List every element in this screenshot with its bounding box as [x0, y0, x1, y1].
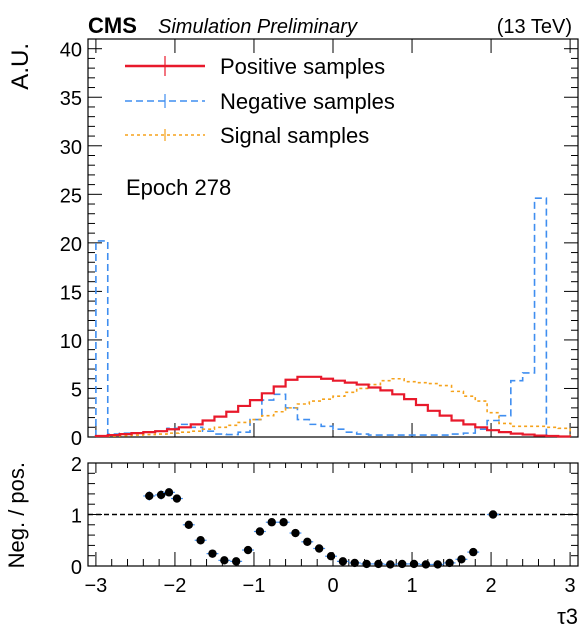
ratio-point	[243, 545, 253, 555]
ratio-point	[314, 544, 324, 553]
status-label: Simulation Preliminary	[158, 16, 358, 38]
upper-y-tick-label: 25	[60, 185, 82, 207]
legend-entry-signal: Signal samples	[125, 123, 369, 148]
ratio-point	[457, 555, 466, 564]
upper-y-tick-label: 0	[71, 428, 82, 450]
upper-y-tick-label: 10	[60, 331, 82, 353]
experiment-label: CMS	[88, 13, 137, 38]
ratio-points	[143, 488, 499, 569]
ratio-point	[397, 559, 407, 569]
ratio-point	[208, 549, 217, 558]
ratio-point	[303, 537, 312, 546]
lower-x-axis: −3 −2 −1 0 1 2 3	[84, 463, 576, 597]
legend-label-negative: Negative samples	[220, 89, 395, 114]
upper-y-tick-label: 40	[60, 40, 82, 62]
ratio-point	[350, 558, 359, 568]
ratio-point	[488, 510, 498, 519]
ratio-point	[220, 556, 229, 565]
histogram-signal-samples	[95, 377, 571, 437]
x-tick-label: −2	[164, 575, 187, 597]
upper-y-tick-label: 15	[60, 282, 82, 304]
legend-entry-positive: Positive samples	[125, 54, 385, 79]
ratio-point	[172, 494, 182, 503]
legend-entry-negative: Negative samples	[125, 89, 395, 114]
upper-histograms	[94, 197, 572, 438]
ratio-point	[267, 518, 276, 527]
x-tick-label: 2	[486, 575, 497, 597]
ratio-point	[196, 536, 205, 545]
ratio-point	[469, 547, 478, 557]
ratio-point	[291, 528, 300, 538]
ratio-point	[433, 560, 442, 569]
ratio-point	[184, 520, 193, 529]
ratio-point	[255, 527, 265, 536]
ratio-point	[409, 559, 419, 569]
upper-y-tick-label: 30	[60, 137, 82, 159]
upper-y-tick-label: 5	[71, 379, 82, 401]
lower-panel: 0 1 2 −3 −2 −1 0 1 2 3 Neg. / pos. τ3	[4, 454, 579, 629]
ratio-point	[279, 518, 288, 527]
x-axis-label: τ3	[557, 604, 578, 629]
ratio-point	[145, 491, 154, 501]
x-tick-label: 1	[406, 575, 417, 597]
ratio-point	[326, 552, 336, 561]
upper-y-tick-label: 20	[60, 234, 82, 256]
legend-label-signal: Signal samples	[220, 123, 369, 148]
epoch-annotation: Epoch 278	[126, 175, 231, 200]
ratio-point	[386, 560, 395, 569]
ratio-point	[421, 560, 431, 569]
lower-y-axis-label: Neg. / pos.	[4, 462, 29, 568]
upper-y-tick-label: 35	[60, 88, 82, 110]
x-tick-label: 3	[565, 575, 576, 597]
lower-y-tick-label: 0	[71, 557, 82, 579]
ratio-point	[362, 559, 371, 569]
lower-y-tick-label: 2	[71, 454, 82, 476]
ratio-point	[445, 558, 454, 568]
lower-y-tick-label: 1	[71, 506, 82, 528]
ratio-point	[231, 557, 241, 566]
x-tick-label: 0	[327, 575, 338, 597]
ratio-point	[164, 488, 174, 497]
histogram-negative-samples	[95, 197, 571, 438]
upper-y-axis-label: A.U.	[7, 43, 34, 90]
legend: Positive samples Negative samples Signal…	[125, 54, 395, 148]
x-tick-label: −3	[84, 575, 107, 597]
energy-label: (13 TeV)	[497, 16, 572, 38]
histogram-positive-samples	[94, 375, 572, 438]
x-tick-label: −1	[243, 575, 266, 597]
lower-y-axis: 0 1 2	[71, 454, 578, 579]
upper-panel: 0 5 10 15 20 25 30 35 40 A.U. Positive samples N…	[7, 38, 579, 450]
ratio-point	[338, 557, 348, 566]
legend-label-positive: Positive samples	[220, 54, 385, 79]
ratio-point	[374, 559, 383, 569]
upper-y-axis: 0 5 10 15 20 25 30 35 40	[60, 39, 578, 450]
